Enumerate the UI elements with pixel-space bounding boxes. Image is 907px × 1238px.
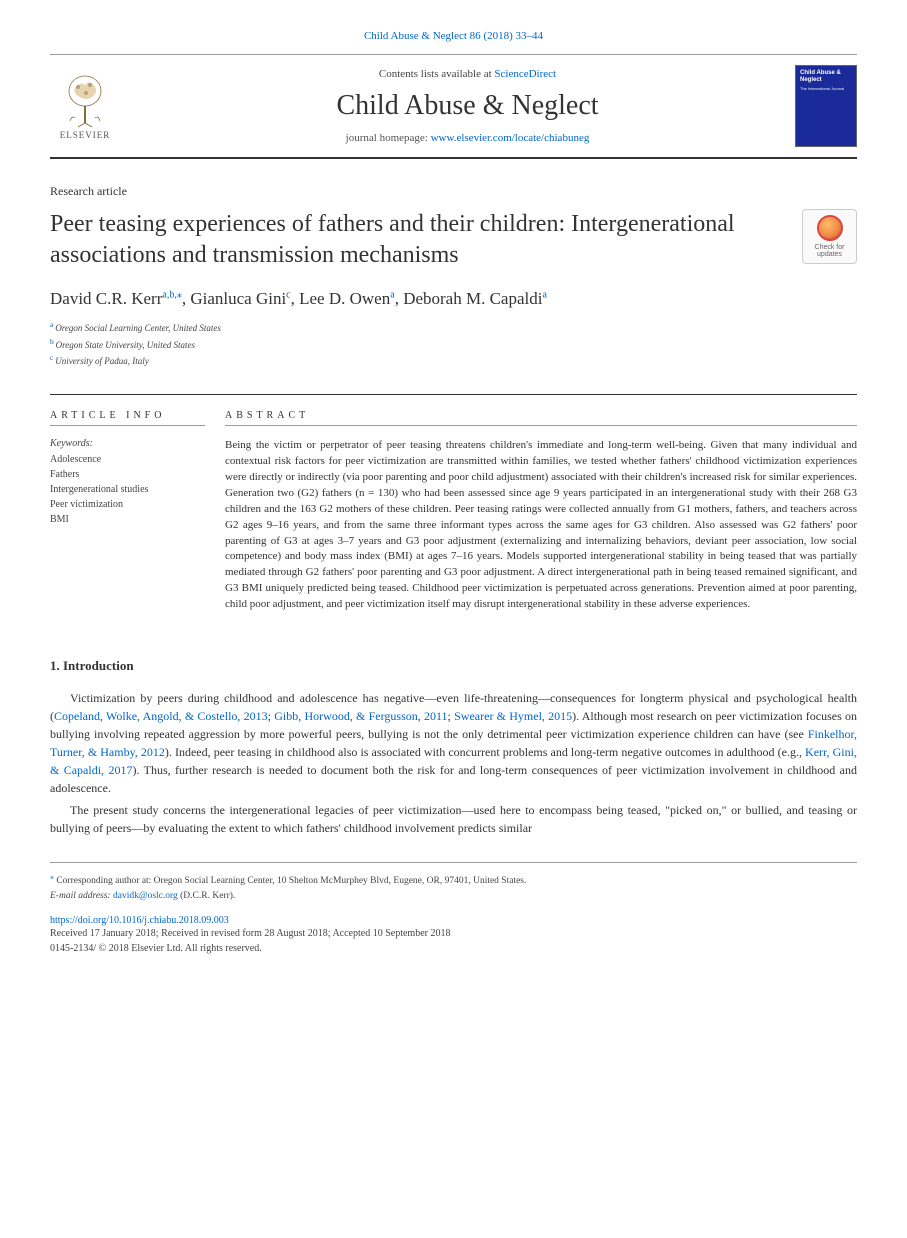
keyword: Fathers [50, 467, 205, 482]
elsevier-tree-icon [60, 73, 110, 128]
ref-swearer-2015[interactable]: Swearer & Hymel, 2015 [454, 709, 572, 723]
author: Deborah M. Capaldia [403, 289, 547, 308]
info-abstract-row: ARTICLE INFO Keywords: AdolescenceFather… [50, 394, 857, 613]
updates-label: Check for updates [803, 244, 856, 258]
corr-email-link[interactable]: davidk@oslc.org [113, 891, 178, 901]
cover-subtitle: The International Journal [800, 86, 852, 91]
author: Lee D. Owena [299, 289, 395, 308]
contents-prefix: Contents lists available at [379, 68, 494, 80]
journal-cover-thumbnail[interactable]: Child Abuse & Neglect The International … [795, 65, 857, 147]
header-center: Contents lists available at ScienceDirec… [140, 68, 795, 144]
keyword: Adolescence [50, 452, 205, 467]
crossmark-icon [817, 215, 843, 241]
author: David C.R. Kerra,b,⁎ [50, 289, 182, 308]
sciencedirect-link[interactable]: ScienceDirect [494, 68, 556, 80]
keywords-list: AdolescenceFathersIntergenerational stud… [50, 452, 205, 527]
homepage-line: journal homepage: www.elsevier.com/locat… [140, 132, 795, 144]
affiliation-sup: b [50, 337, 56, 346]
corresponding-author: ⁎ Corresponding author at: Oregon Social… [50, 871, 857, 903]
title-row: Peer teasing experiences of fathers and … [50, 209, 857, 271]
keywords-label: Keywords: [50, 438, 205, 449]
ref-copeland-2013[interactable]: Copeland, Wolke, Angold, & Costello, 201… [54, 709, 268, 723]
journal-header: ELSEVIER Contents lists available at Sci… [50, 54, 857, 159]
info-heading: ARTICLE INFO [50, 410, 205, 426]
check-updates-badge[interactable]: Check for updates [802, 209, 857, 264]
author-sup[interactable]: a [390, 290, 394, 301]
email-suffix: (D.C.R. Kerr). [178, 891, 236, 901]
doi-link[interactable]: https://doi.org/10.1016/j.chiabu.2018.09… [50, 915, 229, 926]
p1-text-e: ). Indeed, peer teasing in childhood als… [165, 745, 805, 759]
affiliation: c University of Padua, Italy [50, 352, 857, 369]
article-info-col: ARTICLE INFO Keywords: AdolescenceFather… [50, 410, 225, 613]
affiliation-sup: a [50, 320, 55, 329]
article-title: Peer teasing experiences of fathers and … [50, 209, 802, 271]
homepage-link[interactable]: www.elsevier.com/locate/chiabuneg [431, 132, 590, 144]
cover-title: Child Abuse & Neglect [800, 70, 852, 84]
email-label: E-mail address: [50, 891, 113, 901]
intro-paragraph-1: Victimization by peers during childhood … [50, 689, 857, 797]
doi-line: https://doi.org/10.1016/j.chiabu.2018.09… [50, 915, 857, 926]
author-sup[interactable]: a [542, 290, 546, 301]
citation-header: Child Abuse & Neglect 86 (2018) 33–44 [50, 30, 857, 42]
abstract-heading: ABSTRACT [225, 410, 857, 426]
journal-name: Child Abuse & Neglect [140, 90, 795, 122]
abstract-col: ABSTRACT Being the victim or perpetrator… [225, 410, 857, 613]
affiliations: a Oregon Social Learning Center, United … [50, 319, 857, 369]
elsevier-label: ELSEVIER [60, 130, 111, 140]
corr-text: Corresponding author at: Oregon Social L… [54, 876, 526, 886]
affiliation: b Oregon State University, United States [50, 336, 857, 353]
homepage-prefix: journal homepage: [346, 132, 431, 144]
keyword: Intergenerational studies [50, 482, 205, 497]
intro-paragraph-2: The present study concerns the intergene… [50, 801, 857, 837]
ref-gibb-2011[interactable]: Gibb, Horwood, & Fergusson, 2011 [274, 709, 447, 723]
contents-available-line: Contents lists available at ScienceDirec… [140, 68, 795, 80]
author: Gianluca Ginic [190, 289, 290, 308]
authors-line: David C.R. Kerra,b,⁎, Gianluca Ginic, Le… [50, 289, 857, 309]
footer-separator: ⁎ Corresponding author at: Oregon Social… [50, 862, 857, 903]
copyright-line: 0145-2134/ © 2018 Elsevier Ltd. All righ… [50, 941, 857, 956]
p1-text-f: ). Thus, further research is needed to d… [50, 763, 857, 795]
article-type: Research article [50, 184, 857, 199]
intro-heading: 1. Introduction [50, 658, 857, 674]
received-line: Received 17 January 2018; Received in re… [50, 926, 857, 941]
keyword: BMI [50, 512, 205, 527]
affiliation-sup: c [50, 353, 55, 362]
keyword: Peer victimization [50, 497, 205, 512]
elsevier-logo[interactable]: ELSEVIER [50, 66, 120, 146]
author-sup[interactable]: a,b,⁎ [162, 290, 181, 301]
affiliation: a Oregon Social Learning Center, United … [50, 319, 857, 336]
author-sup[interactable]: c [286, 290, 290, 301]
abstract-text: Being the victim or perpetrator of peer … [225, 438, 857, 613]
